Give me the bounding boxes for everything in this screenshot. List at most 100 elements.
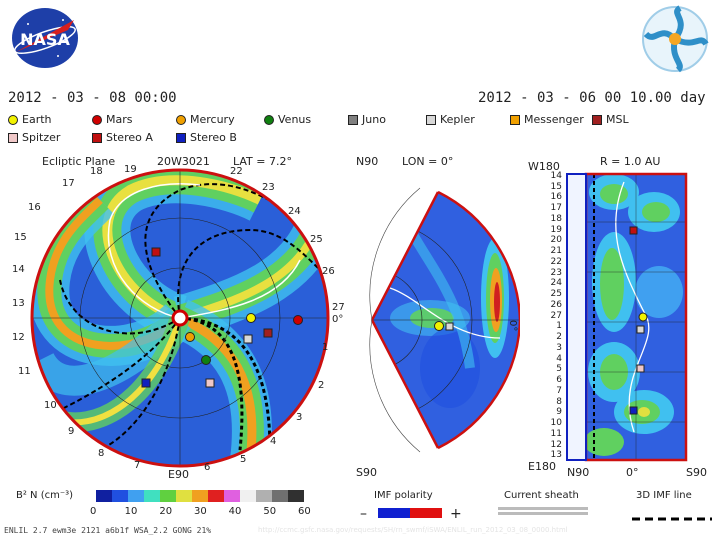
radial-earth-marker: [638, 312, 648, 322]
radial-svg: [566, 172, 688, 462]
tick-0: 0°: [332, 314, 343, 325]
tick-5: 5: [240, 454, 246, 465]
date-left: 2012 - 03 - 08 00:00: [8, 90, 177, 106]
row-label: 3: [556, 342, 562, 353]
row-label: 5: [556, 364, 562, 375]
row-label: 20: [550, 235, 562, 246]
nasa-logo: NASA: [8, 6, 82, 70]
meridional-top-label: N90: [356, 155, 379, 168]
juno-marker-icon: [348, 114, 358, 125]
ecliptic-lat: LAT = 7.2°: [233, 155, 292, 168]
row-label: 27: [550, 310, 562, 321]
colorbar-cell: [192, 490, 208, 502]
row-label: 13: [550, 450, 562, 461]
radial-polarity-strip: [566, 173, 587, 461]
tick-22: 22: [230, 166, 243, 177]
stereo-b-marker: [141, 378, 151, 388]
mercury-marker-icon: [176, 114, 186, 125]
kepler-marker: [243, 334, 253, 344]
tick-27: 27: [332, 302, 345, 313]
meridional-plot: 0°: [360, 168, 522, 468]
ecliptic-plane-plot: 19 22 23 24 25 26 27 0° 1 2 3 4 5 6 7 8 …: [0, 160, 360, 481]
colorbar-cell: [208, 490, 224, 502]
ecliptic-rim: [30, 168, 330, 468]
colorbar-cell: [272, 490, 288, 502]
colorbar-cell: [224, 490, 240, 502]
legend-item-juno: Juno: [348, 113, 386, 126]
meridional-lon-label: LON = 0°: [402, 155, 454, 168]
legend-item-mars: Mars: [92, 113, 133, 126]
meridional-earth-marker: [434, 321, 444, 331]
meridional-mid-label: 0°: [507, 320, 518, 331]
radial-bottom-mid-label: 0°: [626, 466, 639, 479]
colorbar-cell: [112, 490, 128, 502]
msl-marker: [263, 328, 273, 338]
colorbar-tick-label: 30: [194, 506, 207, 517]
radial-stereo-b-marker: [629, 406, 638, 415]
tick-11: 11: [18, 366, 31, 377]
row-label: 26: [550, 299, 562, 310]
tick-23: 23: [262, 182, 275, 193]
row-label: 1: [556, 321, 562, 332]
imf-negative-swatch: [378, 508, 410, 518]
earth-marker: [246, 313, 256, 323]
mars-marker: [293, 315, 303, 325]
legend-item-stereo-b: Stereo B: [176, 131, 237, 144]
colorbar-cell: [176, 490, 192, 502]
radial-density-field: [584, 174, 683, 460]
colorbar-tick-label: 20: [159, 506, 173, 517]
row-label: 21: [550, 246, 562, 257]
row-label: 22: [550, 256, 562, 267]
imf-positive-swatch: [410, 508, 442, 518]
colorbar-cell: [240, 490, 256, 502]
meridional-arc-guide: [369, 187, 421, 321]
radial-plot: [564, 172, 706, 462]
colorbar-tick-label: 10: [124, 506, 138, 517]
colorbar-tick-label: 40: [228, 506, 242, 517]
tick-10: 10: [44, 400, 57, 411]
imf-plus-label: +: [450, 506, 462, 522]
kepler-marker-icon: [426, 114, 436, 125]
tick-24: 24: [288, 206, 301, 217]
tick-3: 3: [296, 412, 302, 423]
row-label: 15: [550, 181, 562, 192]
meridional-kepler-marker: [445, 322, 454, 331]
colorbar-tick-label: 0: [90, 506, 97, 517]
stereo-a-marker: [151, 247, 161, 257]
legend-item-messenger: Messenger: [510, 113, 584, 126]
ecliptic-tick-labels: 19 22 23 24 25 26 27 0° 1 2 3 4 5 6 7 8 …: [12, 164, 345, 473]
sun-marker-icon: [171, 309, 189, 327]
imf-line-dashed-icon: [632, 508, 712, 521]
tick-19: 19: [124, 164, 137, 175]
colorbar-cell: [128, 490, 144, 502]
radial-row-labels: 14 15 16 17 18 19 20 21 22 23 24 25 26 27 1 2 3 4 5 6 7 8 9 10 1…: [544, 171, 562, 462]
footer-faint-url: http://ccmc.gsfc.nasa.gov/requests/SH/rn…: [258, 526, 568, 534]
row-label: 19: [550, 224, 562, 235]
row-label: 18: [550, 213, 562, 224]
date-right: 2012 - 03 - 06 00 10.00 day: [478, 90, 706, 106]
row-label: 25: [550, 289, 562, 300]
tick-7: 7: [134, 460, 140, 471]
messenger-marker-icon: [510, 114, 520, 125]
tick-8: 8: [98, 448, 104, 459]
tick-25: 25: [310, 234, 323, 245]
footer-run-info: ENLIL 2.7 ewm3e 2121 a6b1f WSA_2.2 GONG …: [4, 526, 212, 535]
mars-marker-icon: [92, 114, 102, 125]
colorbar-tick-label: 60: [298, 506, 311, 517]
colorbar-cell: [256, 490, 272, 502]
colorbar-cell: [288, 490, 304, 502]
row-label: 16: [550, 192, 562, 203]
row-label: 2: [556, 332, 562, 343]
tick-18: 18: [90, 166, 103, 177]
legend-item-msl: MSL: [592, 113, 629, 126]
imf-polarity-title: IMF polarity: [374, 490, 433, 501]
colorbar-cell: [96, 490, 112, 502]
ecliptic-density-field: [32, 170, 328, 466]
colorbar-cells: [96, 490, 304, 502]
imf-minus-label: –: [360, 506, 367, 522]
legend-item-mercury: Mercury: [176, 113, 235, 126]
row-label: 7: [556, 385, 562, 396]
colorbar-cell: [144, 490, 160, 502]
spitzer-marker: [205, 378, 215, 388]
tick-16: 16: [28, 202, 41, 213]
